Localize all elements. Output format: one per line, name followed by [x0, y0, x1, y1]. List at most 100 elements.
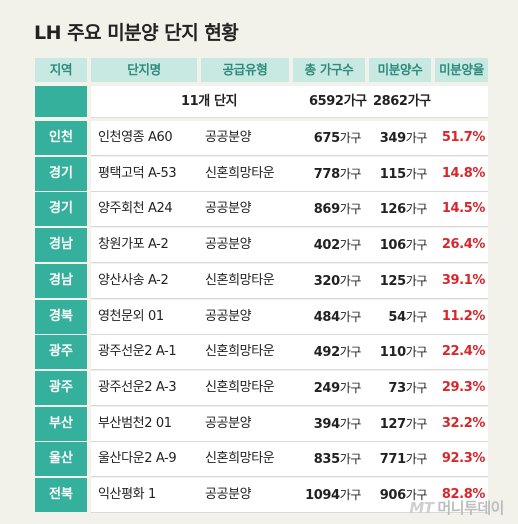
row-total-value: 402 — [313, 238, 340, 254]
unit-label: 가구 — [339, 273, 362, 288]
row-name-value: 부산범천2 01 — [98, 415, 172, 431]
row-unsold-value: 771 — [379, 452, 406, 468]
row-unsold-value: 106 — [379, 238, 406, 254]
row-name: 양주회천 A24 — [98, 192, 173, 226]
table-row: 울산 울산다운2 A-9 신혼희망타운 835가구 771가구 92.3% — [35, 442, 488, 478]
row-unsold-value: 906 — [379, 488, 406, 503]
header-name: 단지명 — [91, 58, 197, 82]
row-name-value: 양주회천 A24 — [98, 201, 173, 217]
summary-row: 11개 단지 6592가구 2862가구 — [35, 86, 488, 118]
row-unsold: 73가구 — [365, 371, 427, 405]
row-rate: 51.7% — [431, 121, 486, 155]
row-body: 양주회천 A24 공공분양 869가구 126가구 14.5% — [91, 192, 488, 228]
unit-label: 가구 — [405, 488, 428, 502]
header-type: 공급유형 — [201, 58, 289, 82]
row-total: 320가구 — [295, 264, 362, 298]
header-unsold: 미분양수 — [369, 58, 431, 82]
row-name-value: 울산다운2 A-9 — [98, 451, 177, 467]
unit-label: 가구 — [405, 345, 428, 360]
row-unsold-value: 54 — [388, 309, 406, 325]
row-total-value: 778 — [313, 166, 340, 182]
row-type-value: 신혼희망타운 — [205, 379, 275, 395]
row-rate-value: 82.8% — [441, 487, 486, 502]
row-name: 익산평화 1 — [98, 478, 156, 512]
row-unsold-value: 73 — [388, 380, 406, 396]
unit-label: 가구 — [339, 380, 362, 395]
table-row: 경기 평택고덕 A-53 신혼희망타운 778가구 115가구 14.8% — [35, 156, 488, 192]
row-unsold: 126가구 — [365, 192, 428, 226]
row-name-value: 광주선운2 A-3 — [98, 379, 177, 395]
row-total: 675가구 — [295, 121, 362, 155]
row-region: 광주 — [35, 370, 87, 405]
table-row: 광주 광주선운2 A-1 신혼희망타운 492가구 110가구 22.4% — [35, 335, 488, 371]
unit-label: 가구 — [405, 309, 428, 324]
row-type-value: 공공분양 — [205, 130, 252, 145]
row-type: 신혼희망타운 — [205, 371, 293, 405]
row-region: 울산 — [35, 442, 87, 477]
row-name: 부산범천2 01 — [98, 407, 172, 441]
table-row: 경남 양산사송 A-2 신혼희망타운 320가구 125가구 39.1% — [35, 263, 488, 299]
row-type: 신혼희망타운 — [205, 442, 293, 476]
table-row: 경기 양주회천 A24 공공분양 869가구 126가구 14.5% — [35, 192, 488, 228]
unit-label: 가구 — [405, 416, 428, 431]
row-name-value: 양산사송 A-2 — [98, 272, 169, 288]
table-row: 전북 익산평화 1 공공분양 1094가구 906가구 82.8% — [35, 478, 488, 513]
row-region: 광주 — [35, 335, 87, 370]
row-body: 울산다운2 A-9 신혼희망타운 835가구 771가구 92.3% — [91, 442, 488, 478]
row-unsold-value: 125 — [379, 273, 406, 289]
row-total: 394가구 — [295, 407, 362, 441]
row-type: 공공분양 — [205, 407, 293, 441]
row-region: 경기 — [35, 156, 87, 191]
row-name-value: 평택고덕 A-53 — [98, 165, 177, 181]
row-rate-value: 32.2% — [441, 415, 486, 431]
row-name: 양산사송 A-2 — [98, 264, 169, 298]
row-rate: 11.2% — [431, 300, 486, 334]
row-total: 484가구 — [295, 300, 362, 334]
page-title: LH 주요 미분양 단지 현황 — [34, 22, 239, 44]
row-type: 공공분양 — [205, 121, 293, 155]
row-type-value: 공공분양 — [205, 237, 252, 253]
table-header: 지역 단지명 공급유형 총 가구수 미분양수 미분양율 — [35, 58, 488, 82]
row-body: 광주선운2 A-1 신혼희망타운 492가구 110가구 22.4% — [91, 335, 488, 371]
summary-body: 11개 단지 6592가구 2862가구 — [91, 86, 488, 118]
row-region: 경북 — [35, 299, 87, 334]
header-total: 총 가구수 — [293, 58, 365, 82]
row-rate-value: 39.1% — [441, 272, 486, 288]
row-unsold-value: 115 — [379, 166, 406, 182]
row-body: 인천영종 A60 공공분양 675가구 349가구 51.7% — [91, 121, 488, 156]
row-rate: 26.4% — [431, 228, 486, 262]
row-type-value: 신혼희망타운 — [205, 451, 275, 467]
row-total: 402가구 — [295, 228, 362, 262]
row-unsold-value: 126 — [379, 202, 406, 218]
header-region: 지역 — [35, 58, 87, 82]
row-type-value: 공공분양 — [205, 487, 252, 502]
row-unsold-value: 110 — [379, 345, 406, 361]
row-name-value: 창원가포 A-2 — [98, 237, 169, 253]
row-total-value: 835 — [313, 452, 340, 468]
table-row: 부산 부산범천2 01 공공분양 394가구 127가구 32.2% — [35, 406, 488, 442]
row-unsold: 125가구 — [365, 264, 428, 298]
summary-label: 11개 단지 — [181, 94, 238, 109]
row-type-value: 공공분양 — [205, 415, 252, 431]
summary-total: 6592가구 — [309, 94, 367, 109]
row-name: 광주선운2 A-3 — [98, 371, 177, 405]
row-region: 경남 — [35, 263, 87, 298]
row-name-value: 인천영종 A60 — [98, 130, 173, 145]
row-type: 공공분양 — [205, 300, 293, 334]
row-type: 신혼희망타운 — [205, 157, 293, 191]
row-name-value: 익산평화 1 — [98, 487, 156, 502]
unit-label: 가구 — [339, 202, 362, 217]
row-rate: 14.8% — [431, 157, 486, 191]
row-rate-value: 22.4% — [441, 344, 486, 360]
row-total-value: 394 — [313, 416, 340, 432]
row-total: 1094가구 — [295, 478, 361, 512]
row-region: 경기 — [35, 192, 87, 227]
row-unsold: 906가구 — [365, 478, 428, 512]
row-rate-value: 51.7% — [441, 130, 486, 145]
row-type-value: 신혼희망타운 — [205, 344, 275, 360]
unit-label: 가구 — [405, 131, 428, 145]
watermark: MT 머니투데이 — [409, 497, 504, 518]
row-region: 인천 — [35, 121, 87, 155]
row-type: 공공분양 — [205, 192, 293, 226]
unit-label: 가구 — [339, 452, 362, 467]
